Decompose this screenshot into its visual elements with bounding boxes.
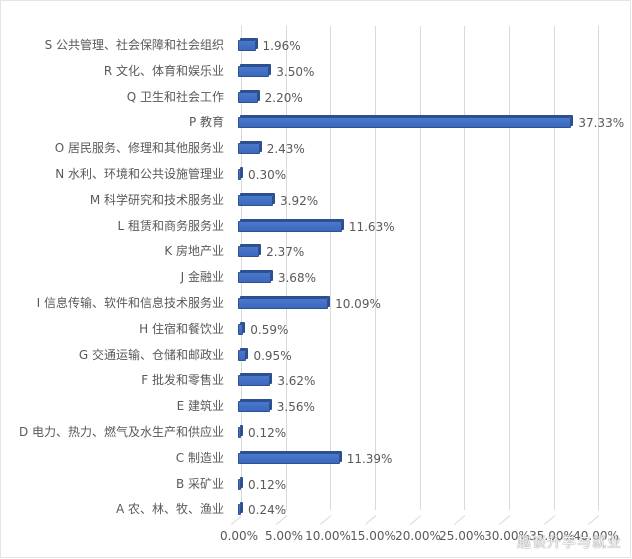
gridline-foot (453, 515, 466, 525)
x-tick-label: 25.00% (439, 529, 485, 543)
value-label: 0.30% (248, 168, 287, 182)
bar (238, 40, 256, 51)
category-label: I 信息传输、软件和信息技术服务业 (36, 296, 224, 310)
x-tick-label: 5.00% (264, 529, 304, 543)
bar (238, 143, 260, 155)
bar (238, 323, 244, 335)
category-label: R 文化、体育和娱乐业 (103, 63, 224, 78)
category-label: B 采矿业 (175, 476, 224, 491)
gridline-foot (364, 515, 377, 525)
bar (238, 427, 241, 438)
value-label: 0.12% (248, 477, 287, 492)
gridline-foot (230, 515, 243, 525)
gridline-foot (319, 515, 332, 525)
category-label: L 租赁和商务服务业 (117, 218, 224, 233)
value-label: 3.62% (277, 374, 316, 389)
bar (238, 478, 241, 490)
x-tick-label: 30.00% (484, 529, 530, 543)
bar (238, 246, 260, 258)
x-tick-label: 15.00% (350, 529, 396, 543)
gridline-foot (543, 515, 556, 525)
bar (238, 401, 270, 413)
value-label: 0.12% (248, 426, 287, 440)
bar (238, 272, 271, 284)
category-label: N 水利、环境和公共设施管理业 (55, 167, 224, 181)
gridline (375, 26, 376, 510)
value-label: 11.63% (348, 219, 395, 234)
bar (238, 220, 342, 232)
gridline (464, 26, 465, 510)
bar (238, 504, 241, 516)
gridline-foot (498, 515, 511, 525)
gridline (598, 26, 599, 510)
x-tick-label: 20.00% (395, 529, 441, 543)
category-label: S 公共管理、社会保障和社会组织 (44, 38, 224, 52)
gridline-foot (409, 515, 422, 525)
value-label: 3.50% (276, 64, 315, 79)
value-label: 10.09% (335, 297, 381, 311)
bar (238, 452, 340, 464)
category-label: A 农、林、牧、渔业 (115, 502, 224, 517)
category-label: D 电力、热力、燃气及水生产和供应业 (18, 425, 224, 439)
gridline (330, 26, 331, 510)
value-label: 0.24% (248, 503, 287, 518)
category-label: E 建筑业 (176, 399, 224, 414)
bar (238, 349, 247, 361)
value-label: 11.39% (346, 451, 393, 466)
value-label: 37.33% (578, 116, 625, 131)
category-label: M 科学研究和技术服务业 (89, 192, 224, 207)
value-label: 0.59% (250, 322, 289, 337)
bar (238, 117, 572, 129)
category-label: C 制造业 (175, 450, 224, 465)
category-label: H 住宿和餐饮业 (139, 321, 224, 336)
category-label: K 房地产业 (164, 244, 224, 259)
x-tick-label: 10.00% (305, 529, 351, 543)
value-label: 3.92% (280, 193, 319, 208)
category-label: J 金融业 (180, 270, 224, 285)
value-label: 3.68% (277, 271, 316, 286)
bar (238, 65, 270, 77)
gridline (420, 26, 421, 510)
value-label: 3.56% (276, 400, 315, 415)
category-label: G 交通运输、仓储和邮政业 (78, 347, 224, 362)
x-tick-label: 40.00% (573, 529, 619, 543)
watermark: 趣谈升学与就业 (517, 535, 622, 551)
bar (238, 375, 271, 387)
x-tick-label: 35.00% (529, 529, 575, 543)
gridline (286, 26, 287, 510)
value-label: 0.95% (253, 348, 292, 363)
x-tick-label: 0.00% (219, 529, 259, 543)
category-label: P 教育 (188, 115, 224, 130)
bar (238, 194, 273, 206)
gridline (509, 26, 510, 510)
value-label: 1.96% (262, 39, 301, 53)
bar (238, 298, 329, 309)
value-label: 2.37% (266, 245, 305, 260)
category-label: O 居民服务、修理和其他服务业 (54, 141, 224, 156)
value-label: 2.20% (264, 90, 303, 105)
bar (238, 169, 241, 180)
value-label: 2.43% (266, 142, 305, 157)
gridline (241, 26, 242, 510)
bar (238, 91, 258, 103)
category-label: F 批发和零售业 (141, 373, 224, 388)
gridline (554, 26, 555, 510)
category-label: Q 卫生和社会工作 (126, 89, 224, 104)
gridline-foot (587, 515, 600, 525)
